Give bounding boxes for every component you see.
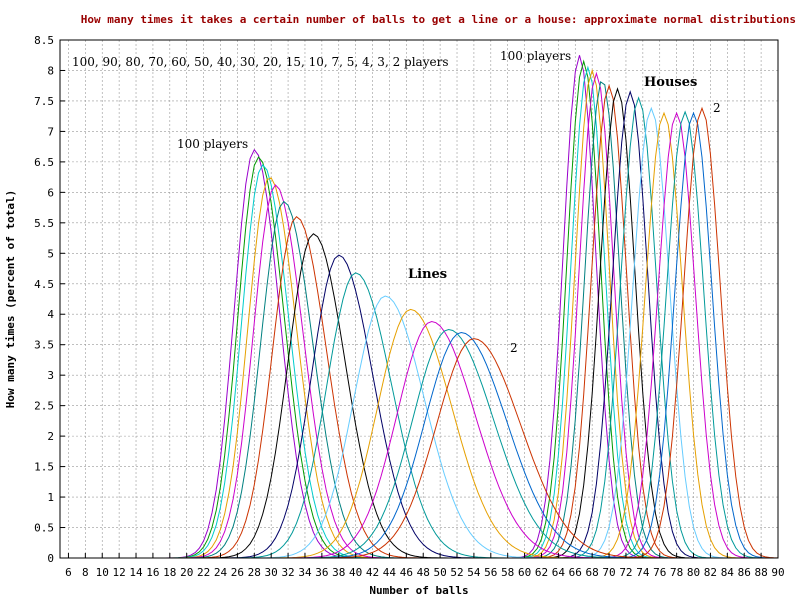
x-tick-label: 84 (721, 566, 735, 579)
x-tick-label: 90 (771, 566, 784, 579)
x-tick-label: 62 (535, 566, 548, 579)
chart-title: How many times it takes a certain number… (81, 13, 796, 26)
x-tick-label: 68 (586, 566, 599, 579)
x-tick-label: 24 (214, 566, 228, 579)
x-tick-label: 80 (687, 566, 700, 579)
x-tick-label: 14 (129, 566, 143, 579)
y-tick-label: 5 (47, 247, 54, 260)
y-tick-label: 2 (47, 430, 54, 443)
x-tick-label: 76 (653, 566, 666, 579)
y-tick-label: 1.5 (34, 461, 54, 474)
x-axis-label: Number of balls (369, 584, 468, 597)
x-tick-label: 70 (602, 566, 615, 579)
x-tick-label: 18 (163, 566, 176, 579)
x-tick-label: 44 (383, 566, 397, 579)
y-tick-label: 0 (47, 552, 54, 565)
x-tick-label: 64 (552, 566, 566, 579)
x-tick-label: 88 (754, 566, 767, 579)
ticks: 6 8 10 12 14 16 18 20 22 24 26 28 30 32 34 36 38 40 42 44 46… (34, 34, 785, 579)
houses-curve-3-players (68, 111, 778, 559)
y-tick-label: 1 (47, 491, 54, 504)
x-tick-label: 32 (281, 566, 294, 579)
x-tick-label: 10 (96, 566, 109, 579)
x-tick-label: 74 (636, 566, 650, 579)
y-tick-label: 6 (47, 186, 54, 199)
y-tick-label: 4 (47, 308, 54, 321)
x-tick-label: 58 (501, 566, 514, 579)
y-tick-label: 5.5 (34, 217, 54, 230)
houses-2-players-label: 2 (713, 101, 721, 115)
x-tick-label: 72 (619, 566, 632, 579)
x-tick-label: 46 (400, 566, 413, 579)
x-tick-label: 28 (248, 566, 261, 579)
x-tick-label: 60 (518, 566, 531, 579)
houses-label: Houses (644, 75, 697, 90)
y-tick-label: 8.5 (34, 34, 54, 47)
curves (68, 55, 779, 559)
x-tick-label: 78 (670, 566, 683, 579)
lines-2-players-label: 2 (510, 341, 518, 355)
x-tick-label: 86 (738, 566, 751, 579)
y-tick-label: 8 (47, 64, 54, 77)
x-tick-label: 52 (450, 566, 463, 579)
x-tick-label: 30 (265, 566, 278, 579)
x-tick-label: 38 (332, 566, 345, 579)
houses-100-players-label: 100 players (500, 49, 571, 63)
x-tick-label: 50 (433, 566, 446, 579)
x-tick-label: 40 (349, 566, 362, 579)
x-tick-label: 26 (231, 566, 244, 579)
y-tick-label: 7 (47, 125, 54, 138)
x-tick-label: 48 (417, 566, 430, 579)
y-tick-label: 3 (47, 369, 54, 382)
x-tick-label: 36 (315, 566, 328, 579)
x-tick-label: 56 (484, 566, 497, 579)
lines-100-players-label: 100 players (177, 137, 248, 151)
y-tick-label: 0.5 (34, 522, 54, 535)
y-axis-label: How many times (percent of total) (4, 190, 17, 409)
x-tick-label: 8 (82, 566, 89, 579)
x-tick-label: 34 (298, 566, 312, 579)
y-tick-label: 4.5 (34, 278, 54, 291)
y-tick-label: 3.5 (34, 339, 54, 352)
x-tick-label: 22 (197, 566, 210, 579)
x-tick-label: 12 (113, 566, 126, 579)
x-tick-label: 66 (569, 566, 582, 579)
x-tick-label: 82 (704, 566, 717, 579)
y-tick-label: 2.5 (34, 400, 54, 413)
x-tick-label: 42 (366, 566, 379, 579)
y-tick-label: 6.5 (34, 156, 54, 169)
plot-frame (59, 39, 779, 559)
x-tick-label: 54 (467, 566, 481, 579)
legend-text: 100, 90, 80, 70, 60, 50, 40, 30, 20, 15,… (72, 55, 448, 69)
y-tick-label: 7.5 (34, 95, 54, 108)
lines-label: Lines (408, 267, 447, 282)
x-tick-label: 6 (65, 566, 72, 579)
x-tick-label: 16 (146, 566, 159, 579)
x-tick-label: 20 (180, 566, 193, 579)
houses-curve-30-players (68, 87, 778, 559)
